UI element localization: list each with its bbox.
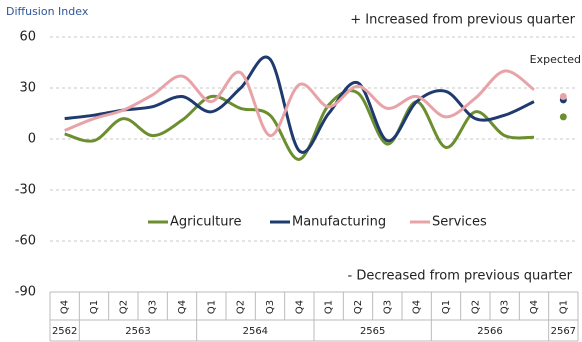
x-tick-label: Q1 [206, 300, 217, 314]
expected-point [559, 113, 567, 121]
x-tick-label: Q4 [177, 300, 188, 314]
annotation: - Decreased from previous quarter [348, 269, 573, 284]
x-tick-label: Q4 [294, 300, 305, 314]
year-label: 2562 [52, 326, 77, 337]
year-label: 2566 [477, 326, 502, 337]
expected-point [559, 93, 567, 100]
y-tick-label: -30 [15, 183, 36, 198]
y-tick-label: 30 [19, 81, 36, 96]
y-tick-label: 0 [28, 132, 36, 147]
x-tick-label: Q1 [441, 300, 452, 314]
x-tick-label: Q2 [470, 300, 481, 314]
x-tick-label: Q2 [118, 300, 129, 314]
y-axis-label: Diffusion Index [6, 5, 89, 18]
x-tick-label: Q3 [265, 300, 276, 314]
x-tick-label: Q4 [529, 300, 540, 314]
series-line [64, 69, 535, 138]
x-tick-label: Q4 [412, 300, 423, 314]
x-tick-label: Q3 [382, 300, 393, 314]
x-tick-label: Q3 [500, 300, 511, 314]
x-tick-label: Q1 [89, 300, 100, 314]
series-line [64, 89, 535, 161]
x-tick-label: Q1 [558, 300, 569, 314]
y-tick-label: -90 [15, 285, 36, 300]
x-tick-label: Q2 [236, 300, 247, 314]
y-tick-label: 60 [19, 30, 36, 45]
legend-label: Services [432, 215, 487, 230]
x-tick-label: Q3 [148, 300, 159, 314]
series-line [64, 55, 535, 154]
x-tick-label: Q1 [324, 300, 335, 314]
year-label: 2567 [551, 326, 576, 337]
annotation: + Increased from previous quarter [350, 13, 575, 28]
legend-label: Agriculture [170, 215, 242, 230]
year-label: 2564 [243, 326, 268, 337]
y-tick-label: -60 [15, 234, 36, 249]
x-tick-label: Q4 [60, 300, 71, 314]
year-label: 2563 [125, 326, 150, 337]
legend-label: Manufacturing [292, 215, 386, 230]
year-label: 2565 [360, 326, 385, 337]
expected-label: Expected [530, 53, 581, 66]
x-tick-label: Q2 [353, 300, 364, 314]
